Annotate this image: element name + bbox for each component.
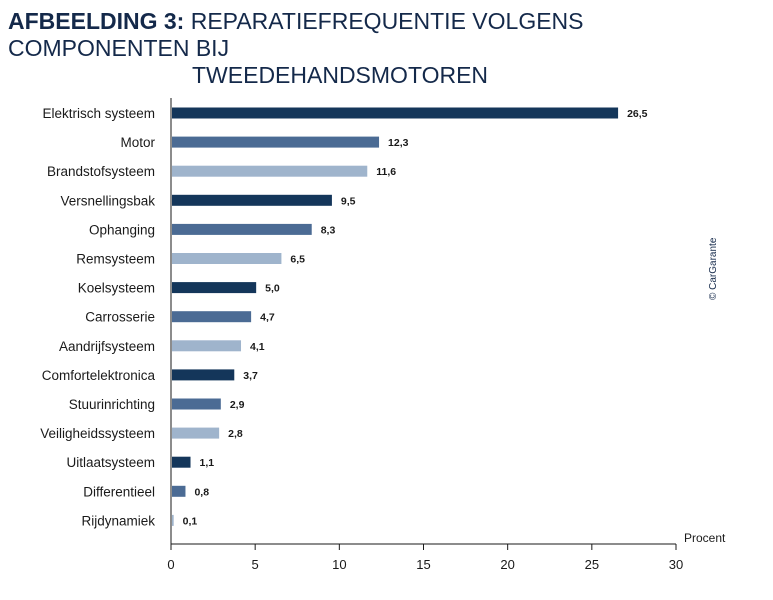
category-label-2: Motor (120, 135, 155, 150)
bar-10 (172, 369, 235, 381)
category-label-8: Carrosserie (85, 310, 155, 325)
category-label-14: Differentieel (83, 484, 155, 499)
bar-9 (172, 340, 242, 352)
x-tick-label-2: 5 (252, 557, 259, 572)
category-label-15: Rijdynamiek (81, 513, 155, 528)
category-label-9: Aandrijfsysteem (59, 339, 155, 354)
category-label-4: Versnellingsbak (60, 193, 155, 208)
category-label-3: Brandstofsysteem (47, 164, 155, 179)
category-label-12: Veiligheidssysteem (40, 426, 155, 441)
value-label-13: 1,1 (200, 457, 215, 469)
bar-2 (172, 136, 380, 148)
value-label-4: 9,5 (341, 195, 356, 207)
bar-6 (172, 253, 282, 264)
bar-14 (172, 485, 186, 497)
bar-8 (172, 311, 252, 323)
x-tick-label-5: 20 (500, 557, 514, 572)
title-prefix: AFBEELDING 3: (8, 8, 185, 34)
value-label-8: 4,7 (260, 312, 275, 324)
title-line2: TWEEDEHANDSMOTOREN (192, 62, 489, 88)
bar-5 (172, 223, 312, 235)
category-label-7: Koelsysteem (78, 281, 155, 296)
value-label-6: 6,5 (290, 254, 305, 266)
title-line1: REPARATIEFREQUENTIE VOLGENS COMPONENTEN … (8, 8, 584, 61)
category-label-13: Uitlaatsysteem (66, 455, 155, 470)
value-label-7: 5,0 (265, 283, 280, 295)
value-label-11: 2,9 (230, 399, 245, 411)
value-label-5: 8,3 (321, 224, 336, 236)
x-axis-unit-label: Procent (684, 531, 726, 545)
value-label-15: 0,1 (183, 515, 198, 527)
x-tick-label-3: 10 (332, 557, 346, 572)
value-label-3: 11,6 (376, 166, 396, 178)
bar-1 (172, 107, 619, 119)
value-label-1: 26,5 (627, 108, 648, 120)
copyright-note: © CarGarante (708, 237, 719, 300)
x-tick-label-4: 15 (416, 557, 430, 572)
value-label-10: 3,7 (243, 370, 258, 382)
value-label-12: 2,8 (228, 428, 243, 440)
bar-13 (172, 456, 191, 468)
category-label-11: Stuurinrichting (69, 397, 155, 412)
category-label-5: Ophanging (89, 222, 155, 237)
category-label-6: Remsysteem (76, 252, 155, 267)
bar-7 (172, 282, 257, 294)
x-tick-label-1: 0 (167, 557, 174, 572)
x-tick-label-7: 30 (669, 557, 683, 572)
value-label-9: 4,1 (250, 341, 265, 353)
category-label-10: Comfortelektronica (42, 368, 156, 383)
x-tick-label-6: 25 (585, 557, 599, 572)
bar-12 (172, 427, 220, 439)
value-label-14: 0,8 (194, 486, 209, 498)
value-label-2: 12,3 (388, 137, 409, 149)
bar-4 (172, 194, 332, 206)
bar-15 (172, 514, 174, 526)
bar-11 (172, 398, 221, 410)
bar-3 (172, 165, 368, 177)
category-label-1: Elektrisch systeem (42, 106, 155, 121)
chart-title: AFBEELDING 3: REPARATIEFREQUENTIE VOLGEN… (8, 8, 748, 89)
